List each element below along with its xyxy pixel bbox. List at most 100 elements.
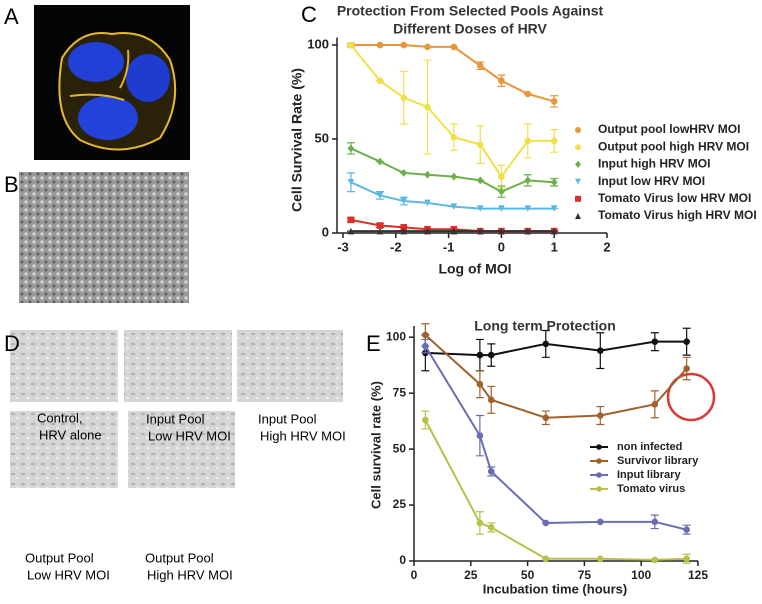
y-tick-label: 50 bbox=[315, 130, 329, 145]
legend-marker bbox=[596, 444, 602, 450]
data-point bbox=[542, 555, 550, 563]
data-point bbox=[524, 137, 532, 145]
x-tick-label: 1 bbox=[551, 239, 558, 254]
data-point bbox=[376, 227, 384, 235]
data-point bbox=[400, 41, 408, 49]
legend-label: Survivor library bbox=[617, 455, 699, 467]
y-tick-label: 0 bbox=[322, 224, 329, 239]
data-point bbox=[524, 227, 532, 235]
legend-label: Output pool high HRV MOI bbox=[598, 139, 749, 153]
data-point bbox=[651, 401, 659, 408]
x-tick-label: 75 bbox=[578, 568, 592, 582]
x-axis-label: Log of MOI bbox=[438, 261, 511, 277]
data-point bbox=[424, 199, 431, 207]
data-point bbox=[487, 351, 495, 359]
image-a bbox=[34, 5, 190, 160]
data-point bbox=[597, 555, 604, 563]
data-point bbox=[524, 90, 532, 98]
images-d bbox=[10, 330, 343, 488]
data-point bbox=[550, 205, 558, 212]
series-line bbox=[350, 44, 555, 103]
data-point bbox=[424, 103, 431, 111]
data-point bbox=[376, 41, 384, 49]
x-tick-label: 2 bbox=[603, 239, 610, 254]
panel-label: A bbox=[4, 4, 19, 29]
charts: A B C D E Control, HRV alone Input Pool Low HRV … bbox=[4, 2, 757, 597]
data-point bbox=[476, 227, 484, 235]
data-point bbox=[542, 340, 550, 348]
data-point bbox=[524, 205, 532, 212]
legend-label: Input library bbox=[617, 469, 681, 481]
data-point bbox=[487, 468, 495, 475]
data-point bbox=[376, 77, 384, 85]
data-point bbox=[597, 412, 604, 419]
image-caption: High HRV MOI bbox=[147, 567, 233, 582]
data-point bbox=[476, 205, 484, 212]
chart-title: Different Doses of HRV bbox=[393, 21, 547, 37]
data-point bbox=[498, 187, 505, 196]
data-point bbox=[400, 197, 408, 205]
x-tick-label: -3 bbox=[337, 239, 349, 254]
data-point bbox=[651, 338, 659, 345]
data-point bbox=[347, 216, 355, 224]
image-caption: HRV alone bbox=[39, 427, 102, 442]
x-tick-label: -2 bbox=[390, 239, 402, 254]
data-point bbox=[422, 342, 429, 350]
image-b bbox=[19, 172, 189, 303]
legend-label: Tomato Virus low HRV MOI bbox=[598, 191, 751, 205]
data-point bbox=[476, 432, 484, 439]
data-point bbox=[476, 176, 484, 185]
panel-label: D bbox=[4, 331, 20, 356]
image-caption: Control, bbox=[37, 410, 83, 425]
data-point bbox=[400, 224, 408, 231]
x-tick-label: -1 bbox=[443, 239, 455, 254]
data-point bbox=[424, 227, 431, 235]
data-point bbox=[424, 43, 431, 51]
image-caption: High HRV MOI bbox=[260, 428, 346, 443]
x-tick-label: 100 bbox=[631, 568, 651, 582]
data-point bbox=[542, 414, 550, 422]
data-point bbox=[347, 178, 355, 186]
panel-label: E bbox=[366, 331, 381, 356]
x-axis-label: Incubation time (hours) bbox=[483, 581, 627, 596]
data-point bbox=[542, 519, 550, 527]
data-point bbox=[450, 203, 458, 210]
data-point bbox=[476, 62, 484, 69]
legend-label: Tomato virus bbox=[617, 483, 685, 495]
data-point bbox=[422, 331, 429, 339]
legend-marker bbox=[575, 144, 581, 151]
data-point bbox=[550, 178, 558, 187]
data-point bbox=[651, 518, 659, 526]
legend-label: Tomato Virus high HRV MOI bbox=[598, 208, 757, 222]
y-tick-label: 75 bbox=[393, 385, 407, 399]
x-tick-label: 50 bbox=[521, 568, 535, 582]
data-point bbox=[550, 98, 558, 105]
data-point bbox=[683, 555, 690, 563]
legend-label: Input high HRV MOI bbox=[598, 157, 710, 171]
data-point bbox=[400, 94, 408, 101]
data-point bbox=[476, 351, 484, 359]
y-tick-label: 50 bbox=[393, 441, 407, 455]
data-point bbox=[683, 338, 690, 345]
data-point bbox=[476, 519, 484, 527]
x-tick-label: 25 bbox=[464, 568, 478, 582]
y-tick-label: 100 bbox=[307, 36, 329, 51]
legend-marker bbox=[575, 160, 581, 168]
image-caption: Input Pool bbox=[146, 411, 205, 426]
legend-marker bbox=[596, 486, 602, 492]
legend-marker bbox=[575, 127, 581, 133]
legend-marker bbox=[596, 472, 602, 478]
data-point bbox=[450, 43, 458, 51]
series-line bbox=[350, 44, 555, 179]
image-caption: Low HRV MOI bbox=[27, 567, 110, 582]
data-point bbox=[498, 205, 505, 212]
data-point bbox=[347, 41, 355, 49]
data-point bbox=[550, 137, 558, 145]
x-tick-label: 0 bbox=[411, 568, 418, 582]
series-line bbox=[424, 345, 687, 531]
legend-label: non infected bbox=[617, 441, 682, 453]
data-point bbox=[651, 556, 659, 564]
data-point bbox=[376, 222, 384, 229]
data-point bbox=[524, 176, 532, 185]
